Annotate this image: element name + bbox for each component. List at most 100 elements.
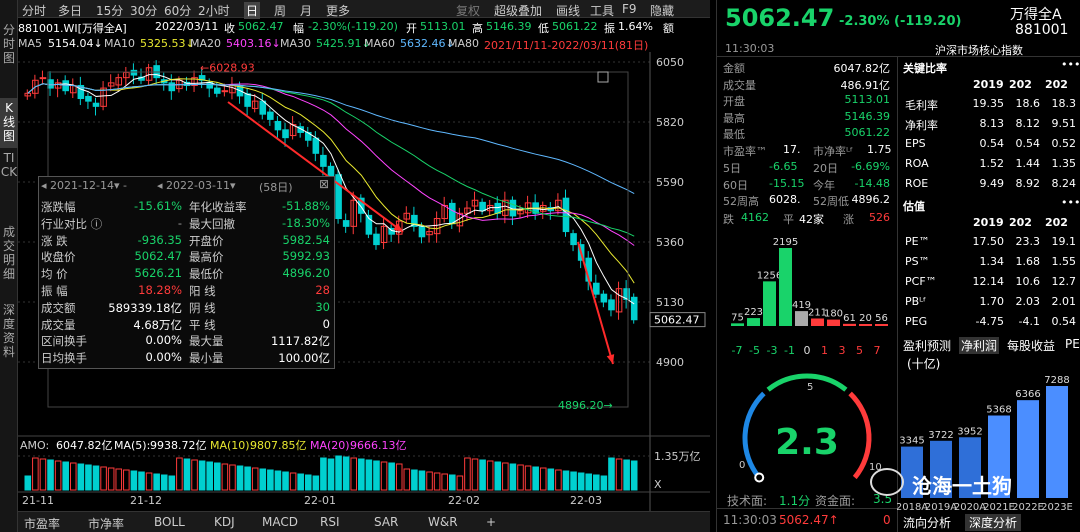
volume-bar: [47, 459, 54, 491]
table-cell: 12.14: [972, 275, 1005, 288]
profit-tab-2[interactable]: 每股收益: [1007, 339, 1056, 353]
toolbar-btn-5[interactable]: 隐藏: [650, 4, 675, 18]
security-name: 万得全A: [1010, 7, 1062, 23]
toolbar-btn-1[interactable]: 超级叠加: [494, 4, 543, 18]
more-icon[interactable]: •••: [1061, 58, 1080, 71]
profit-bar: [959, 437, 981, 498]
indicator-tab-0[interactable]: 市盈率: [24, 517, 61, 531]
candle: [244, 93, 251, 107]
open-label: 开: [406, 22, 417, 35]
stats-right-value-4: 4896.20: [282, 266, 330, 281]
rp-tab-0[interactable]: 流向分析: [903, 516, 952, 530]
candle: [130, 69, 138, 76]
volume-bar: [623, 459, 630, 491]
vol-axis-top: 1.35万亿: [654, 450, 701, 463]
ma10-line: [27, 78, 635, 284]
high-label: 高: [472, 22, 483, 35]
candle: [608, 299, 615, 311]
stats-left-value-2: -936.35: [137, 232, 182, 247]
dist-value: 1256: [757, 270, 782, 281]
indicator-tab-1[interactable]: 市净率: [88, 517, 125, 531]
profit-bar: [930, 440, 952, 498]
toolbar-btn-3[interactable]: 工具: [590, 4, 615, 18]
period-value-a-1: -15.15: [769, 176, 805, 190]
table-cell: 9.49: [979, 177, 1005, 190]
toolbar-btn-4[interactable]: F9: [622, 2, 637, 16]
profit-tab-1[interactable]: 净利润: [959, 337, 1000, 354]
left-tab-2[interactable]: TICK: [0, 151, 18, 179]
price-tick: 5130: [656, 296, 684, 309]
left-tab-3[interactable]: 成交明细: [2, 225, 15, 281]
stats-right-value-8: 1117.82亿: [270, 334, 330, 349]
candle: [403, 212, 411, 220]
period-tab-8[interactable]: 月: [300, 4, 313, 18]
candle: [433, 218, 441, 235]
period-tab-6[interactable]: 日: [244, 2, 261, 19]
profit-bar: [988, 415, 1010, 498]
volume-bar: [32, 457, 39, 491]
indicator-tab-7[interactable]: W&R: [428, 515, 458, 529]
profit-value: 3722: [928, 430, 953, 441]
toolbar-btn-2[interactable]: 画线: [556, 4, 581, 18]
period-tab-0[interactable]: 分时: [22, 4, 47, 18]
volume-bar: [539, 467, 547, 491]
indicator-tab-8[interactable]: +: [486, 515, 497, 529]
indicator-tab-3[interactable]: KDJ: [214, 515, 235, 529]
volume-bar: [411, 469, 418, 491]
last-price: 5062.47: [725, 4, 835, 32]
ma-label-5: MA80: [448, 37, 480, 50]
pb-label: 市净率ᴸᶠ: [813, 145, 854, 158]
volume-bar: [69, 462, 77, 491]
dist-bar: [763, 281, 776, 326]
indicator-tab-2[interactable]: BOLL: [154, 515, 185, 529]
volume-bar: [593, 474, 600, 491]
profit-tab-3[interactable]: PE: [1065, 337, 1080, 351]
quote-value-3: 5146.39: [844, 109, 891, 123]
period-tab-9[interactable]: 更多: [326, 4, 351, 18]
close-value: 5062.47: [238, 20, 284, 33]
profit-year: 2022E: [1012, 502, 1044, 512]
volume-bar: [335, 455, 342, 491]
more-icon[interactable]: •••: [1061, 196, 1080, 209]
candle: [456, 212, 464, 227]
volume-bar: [168, 475, 176, 491]
left-tab-4[interactable]: 深度资料: [2, 303, 15, 359]
ratios-title: 关键比率: [903, 62, 947, 75]
period-tab-1[interactable]: 多日: [58, 4, 83, 18]
volume-bar: [229, 464, 236, 491]
candle: [107, 82, 115, 87]
dist-axis-tick: -3: [767, 344, 778, 357]
left-tab-0[interactable]: 分时图: [2, 23, 15, 65]
candle: [335, 174, 342, 220]
volume-bar: [630, 460, 638, 491]
candle: [54, 82, 62, 89]
volume-bar: [176, 457, 183, 491]
indicator-tab-6[interactable]: SAR: [374, 515, 399, 529]
stats-left-value-9: 0.00%: [145, 350, 182, 365]
candle: [600, 293, 608, 303]
period-tab-3[interactable]: 30分: [130, 4, 158, 18]
range-days: (58日): [259, 181, 293, 194]
left-tab-1[interactable]: K线图: [0, 98, 18, 148]
period-tab-4[interactable]: 60分: [164, 4, 192, 18]
volume-bar: [160, 474, 168, 491]
indicator-tab-5[interactable]: RSI: [320, 515, 340, 529]
profit-tab-0[interactable]: 盈利预测: [903, 339, 952, 353]
range-from-dropdown[interactable]: ◂ 2021-12-14▾ -: [41, 179, 127, 192]
range-to-dropdown[interactable]: ◂ 2022-03-11▾: [157, 179, 236, 192]
rp-tab-1[interactable]: 深度分析: [965, 514, 1022, 531]
dist-bar: [843, 323, 856, 326]
table-cell: 8.92: [1015, 177, 1041, 190]
table-cell: 8.12: [1015, 117, 1041, 130]
indicator-tab-4[interactable]: MACD: [262, 515, 298, 529]
period-tab-7[interactable]: 周: [274, 4, 287, 18]
toolbar-btn-0[interactable]: 复权: [456, 4, 481, 18]
close-icon[interactable]: ⊠: [319, 177, 330, 191]
flat-label: 平: [783, 213, 794, 226]
period-tab-5[interactable]: 2小时: [198, 4, 230, 18]
period-tab-2[interactable]: 15分: [96, 4, 124, 18]
stats-right-label-3: 最高价: [189, 250, 224, 265]
stats-left-label-2: 涨 跌: [41, 233, 68, 248]
table-row-label: PS™: [905, 255, 930, 268]
date-tick: 21-11: [22, 494, 54, 507]
